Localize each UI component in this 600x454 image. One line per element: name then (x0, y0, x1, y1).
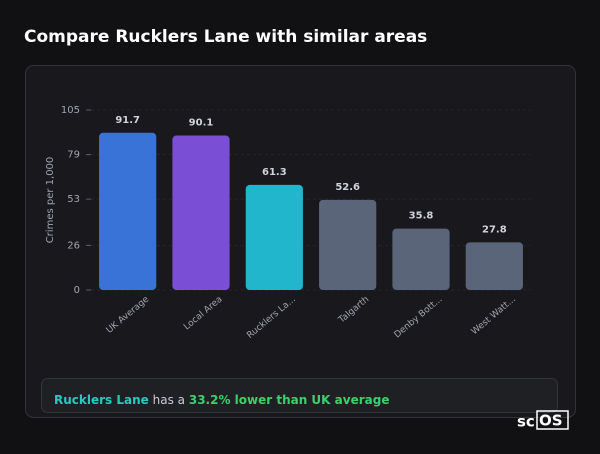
bar (465, 242, 523, 290)
value-label: 61.3 (262, 167, 287, 178)
logo-left: sc (517, 413, 535, 431)
logo-box (536, 410, 569, 430)
y-axis-label: Crimes per 1,000 (45, 157, 56, 244)
y-tick-label: 105 (61, 105, 80, 116)
chart-title: Compare Rucklers Lane with similar areas (24, 27, 427, 47)
y-tick-label: 0 (74, 285, 80, 296)
y-tick-label: 26 (67, 240, 80, 251)
value-label: 90.1 (189, 118, 214, 129)
summary-highlight: 33.2% lower than UK average (189, 393, 390, 407)
bar (319, 199, 377, 290)
bar (99, 132, 157, 290)
bar (172, 135, 230, 290)
logo-right: OS (539, 412, 563, 430)
summary-box (41, 378, 558, 413)
value-label: 91.7 (115, 115, 140, 126)
y-tick-label: 79 (67, 150, 80, 161)
bar (392, 228, 450, 290)
summary: Rucklers Lane has a 33.2% lower than UK … (54, 393, 389, 407)
bar (245, 184, 303, 290)
area-name: Rucklers Lane (54, 393, 149, 407)
value-label: 35.8 (409, 211, 434, 222)
value-label: 52.6 (335, 182, 360, 193)
y-tick-label: 53 (67, 194, 80, 205)
summary-text: has a (153, 393, 185, 407)
value-label: 27.8 (482, 224, 507, 235)
